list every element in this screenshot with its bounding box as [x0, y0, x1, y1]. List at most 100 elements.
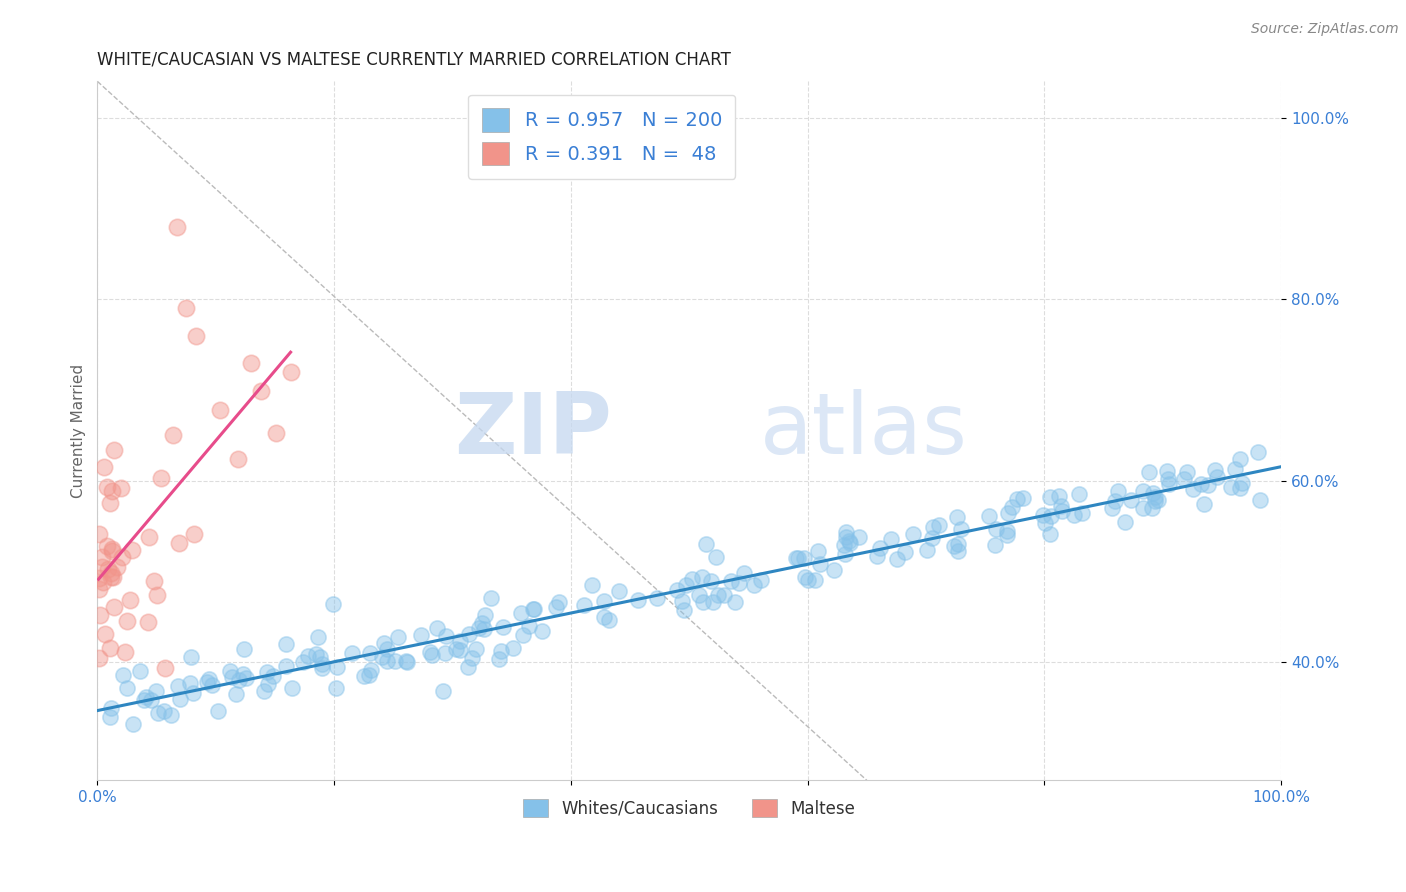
- Point: [198, 672, 221, 686]
- Point: [235, 671, 257, 685]
- Point: [375, 654, 398, 668]
- Point: [115, 615, 138, 629]
- Point: [1050, 500, 1073, 514]
- Point: [1229, 452, 1251, 467]
- Point: [256, 665, 278, 679]
- Point: [1071, 506, 1094, 520]
- Point: [1132, 500, 1154, 515]
- Text: WHITE/CAUCASIAN VS MALTESE CURRENTLY MARRIED CORRELATION CHART: WHITE/CAUCASIAN VS MALTESE CURRENTLY MAR…: [97, 51, 731, 69]
- Point: [742, 578, 765, 592]
- Point: [87, 527, 110, 541]
- Point: [218, 664, 240, 678]
- Point: [1247, 445, 1270, 459]
- Point: [733, 566, 755, 580]
- Point: [89, 607, 111, 622]
- Point: [672, 603, 695, 617]
- Point: [869, 541, 891, 555]
- Point: [1032, 508, 1054, 522]
- Point: [228, 673, 250, 687]
- Point: [1039, 527, 1062, 541]
- Point: [162, 427, 184, 442]
- Point: [713, 588, 735, 602]
- Point: [280, 365, 302, 379]
- Point: [848, 530, 870, 544]
- Point: [160, 708, 183, 723]
- Point: [749, 573, 772, 587]
- Point: [449, 634, 471, 648]
- Point: [627, 593, 650, 607]
- Point: [297, 649, 319, 664]
- Point: [807, 543, 830, 558]
- Point: [111, 667, 134, 681]
- Point: [394, 654, 416, 668]
- Point: [1047, 489, 1070, 503]
- Point: [531, 624, 554, 638]
- Point: [135, 690, 157, 705]
- Text: atlas: atlas: [761, 389, 969, 473]
- Point: [257, 677, 280, 691]
- Point: [835, 530, 858, 544]
- Point: [153, 661, 176, 675]
- Point: [1107, 483, 1129, 498]
- Point: [472, 622, 495, 636]
- Point: [823, 563, 845, 577]
- Point: [574, 598, 596, 612]
- Point: [675, 578, 697, 592]
- Point: [101, 541, 124, 556]
- Point: [510, 606, 533, 620]
- Point: [433, 646, 456, 660]
- Point: [886, 552, 908, 566]
- Point: [1114, 515, 1136, 529]
- Point: [183, 526, 205, 541]
- Point: [489, 644, 512, 658]
- Point: [808, 557, 831, 571]
- Point: [945, 510, 967, 524]
- Point: [465, 642, 488, 657]
- Point: [492, 620, 515, 634]
- Point: [479, 591, 502, 605]
- Point: [96, 480, 118, 494]
- Point: [150, 470, 173, 484]
- Point: [184, 328, 207, 343]
- Point: [129, 664, 152, 678]
- Point: [225, 687, 247, 701]
- Point: [110, 550, 132, 565]
- Point: [1121, 493, 1143, 508]
- Point: [100, 569, 122, 583]
- Point: [522, 602, 544, 616]
- Point: [832, 538, 855, 552]
- Point: [995, 528, 1018, 542]
- Point: [948, 537, 970, 551]
- Point: [311, 657, 333, 671]
- Point: [121, 542, 143, 557]
- Point: [692, 595, 714, 609]
- Point: [1038, 490, 1060, 504]
- Point: [118, 593, 141, 607]
- Point: [387, 630, 409, 644]
- Point: [1140, 501, 1163, 516]
- Point: [180, 650, 202, 665]
- Point: [87, 650, 110, 665]
- Point: [221, 670, 243, 684]
- Point: [1143, 490, 1166, 504]
- Point: [434, 629, 457, 643]
- Point: [444, 641, 467, 656]
- Point: [340, 646, 363, 660]
- Point: [97, 562, 120, 576]
- Point: [152, 704, 174, 718]
- Point: [146, 706, 169, 720]
- Point: [422, 648, 444, 662]
- Point: [395, 655, 418, 669]
- Point: [384, 655, 406, 669]
- Point: [1175, 465, 1198, 479]
- Point: [523, 602, 546, 616]
- Point: [262, 669, 284, 683]
- Point: [592, 609, 614, 624]
- Point: [681, 572, 703, 586]
- Point: [838, 533, 860, 548]
- Point: [174, 301, 197, 316]
- Point: [546, 600, 568, 615]
- Point: [607, 584, 630, 599]
- Point: [1137, 465, 1160, 479]
- Point: [1249, 493, 1271, 508]
